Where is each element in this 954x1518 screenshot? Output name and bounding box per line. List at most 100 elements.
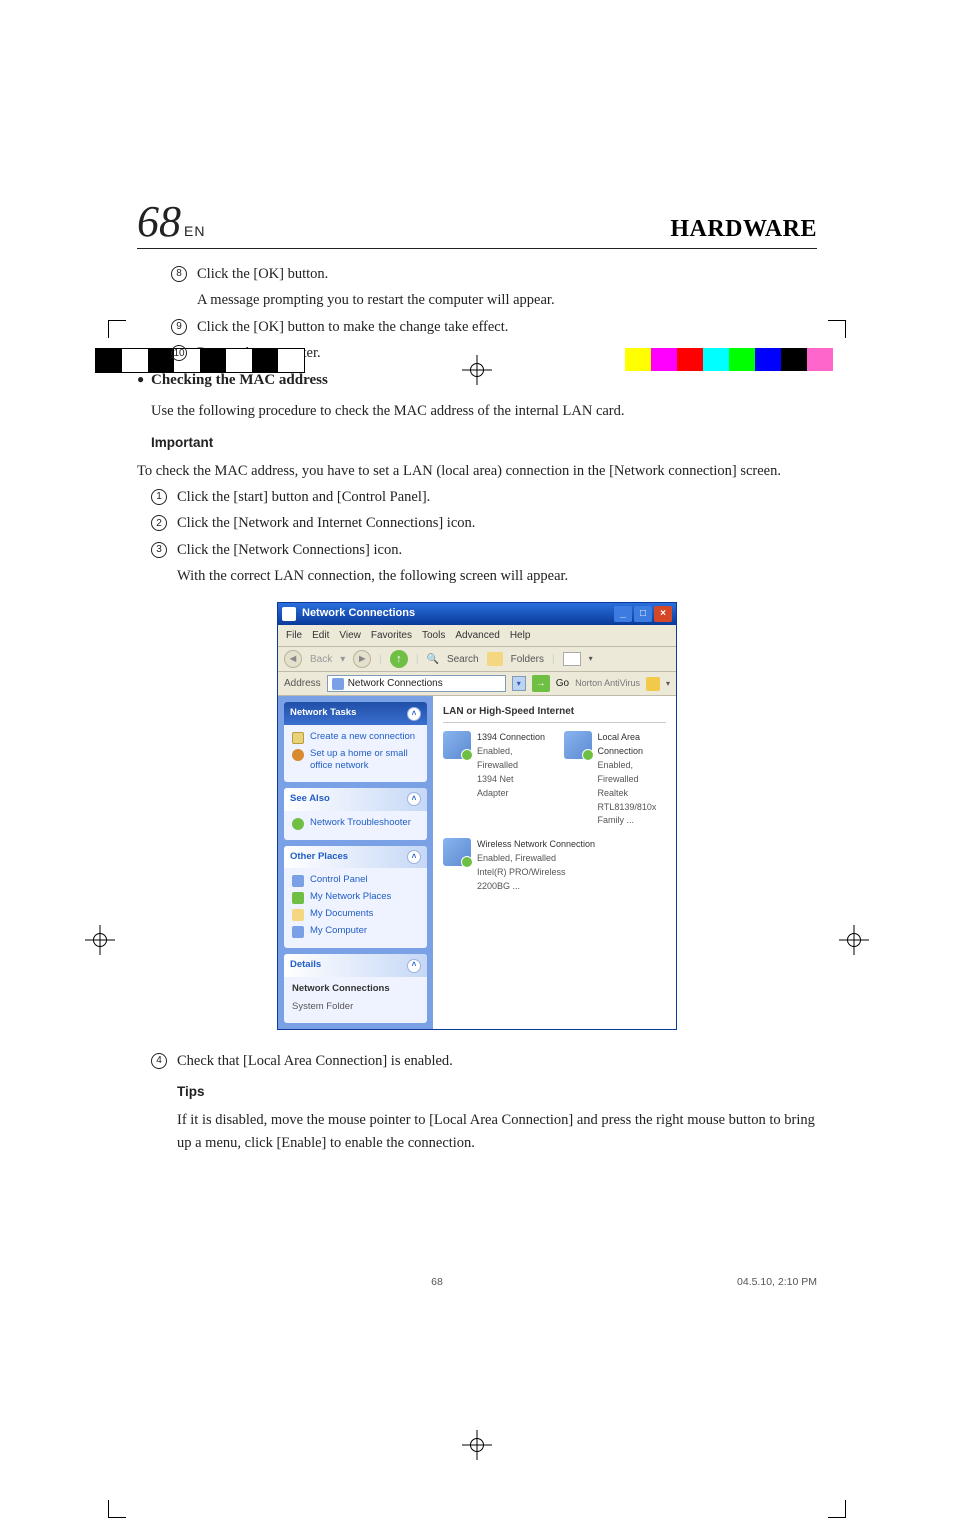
go-button[interactable]: →: [532, 675, 550, 692]
address-field[interactable]: Network Connections: [327, 675, 506, 692]
bullet-icon: ●: [137, 369, 151, 400]
registration-mark-left: [85, 925, 115, 955]
crop-mark: [108, 1500, 126, 1518]
up-button[interactable]: ↑: [390, 650, 408, 668]
address-icon: [332, 678, 344, 690]
group-header: LAN or High-Speed Internet: [443, 704, 666, 723]
step-number-icon: 8: [171, 266, 187, 282]
address-label: Address: [284, 676, 321, 692]
task-link[interactable]: Set up a home or small office network: [310, 748, 419, 772]
footer-timestamp: 04.5.10, 2:10 PM: [737, 1274, 817, 1290]
menu-item[interactable]: View: [339, 628, 361, 644]
collapse-icon[interactable]: ˄: [407, 959, 421, 973]
menu-item[interactable]: Advanced: [455, 628, 499, 644]
connection-device: Realtek RTL8139/810x Family ...: [598, 787, 667, 829]
step-number-icon: 2: [151, 515, 167, 531]
menu-item[interactable]: File: [286, 628, 302, 644]
back-button[interactable]: ◄: [284, 650, 302, 668]
panel-title: Network Tasks: [290, 706, 356, 721]
screenshot-network-connections: Network Connections _ □ × File Edit View Fa…: [137, 602, 817, 1030]
body-text: 8Click the [OK] button.A message prompti…: [137, 263, 817, 1290]
norton-label: Norton AntiVirus: [575, 677, 640, 691]
menu-item[interactable]: Favorites: [371, 628, 412, 644]
winxp-sidebar: Network Tasks ˄ Create a new connection S…: [278, 696, 433, 1028]
menu-item[interactable]: Edit: [312, 628, 329, 644]
folders-label[interactable]: Folders: [511, 652, 544, 668]
section-title: HARDWARE: [670, 216, 817, 243]
close-button[interactable]: ×: [654, 606, 672, 622]
connection-item[interactable]: Wireless Network Connection Enabled, Fir…: [443, 838, 599, 894]
place-link[interactable]: My Network Places: [310, 891, 391, 903]
home-icon: [292, 749, 304, 761]
stepsB-note: With the correct LAN connection, the fol…: [177, 565, 817, 587]
connection-name: Local Area Connection: [598, 731, 667, 759]
winxp-menubar: File Edit View Favorites Tools Advanced Help: [278, 625, 676, 648]
panel-title: Details: [290, 958, 321, 973]
mac-intro: Use the following procedure to check the…: [151, 400, 817, 422]
my-documents-icon: [292, 909, 304, 921]
winxp-addressbar: Address Network Connections ▾ → Go Norto…: [278, 672, 676, 696]
panel-network-tasks: Network Tasks ˄ Create a new connection S…: [284, 702, 427, 781]
wizard-icon: [292, 732, 304, 744]
step-number-icon: 9: [171, 319, 187, 335]
connection-icon: [443, 731, 471, 759]
tips-text: If it is disabled, move the mouse pointe…: [177, 1109, 817, 1154]
page-number-value: 68: [137, 200, 181, 244]
step-number-icon: 1: [151, 489, 167, 505]
step-text: Click the [Network and Internet Connecti…: [177, 512, 817, 534]
step-text: Click the [start] button and [Control Pa…: [177, 486, 817, 508]
step-text: Check that [Local Area Connection] is en…: [177, 1050, 817, 1072]
address-dropdown[interactable]: ▾: [512, 676, 526, 691]
crop-mark: [108, 320, 126, 338]
task-link[interactable]: Create a new connection: [310, 731, 415, 743]
step-item: 3Click the [Network Connections] icon.: [151, 539, 817, 561]
winxp-toolbar: ◄ Back ▾ ► | ↑ | 🔍 Search Folders | ▾: [278, 647, 676, 672]
step-item: A message prompting you to restart the c…: [171, 289, 817, 311]
place-link[interactable]: Control Panel: [310, 874, 368, 886]
important-label: Important: [151, 433, 817, 454]
step-text: Click the [Network Connections] icon.: [177, 539, 817, 561]
views-button[interactable]: [563, 652, 581, 666]
folders-icon[interactable]: [487, 652, 503, 666]
collapse-icon[interactable]: ˄: [407, 707, 421, 721]
menu-item[interactable]: Tools: [422, 628, 445, 644]
menu-item[interactable]: Help: [510, 628, 531, 644]
search-icon[interactable]: 🔍: [426, 652, 438, 668]
connection-status: Enabled, Firewalled: [477, 852, 599, 866]
step-number-icon: 10: [171, 345, 187, 361]
forward-button[interactable]: ►: [353, 650, 371, 668]
panel-details: Details˄ Network Connections System Fold…: [284, 954, 427, 1022]
minimize-button[interactable]: _: [614, 606, 632, 622]
collapse-icon[interactable]: ˄: [407, 850, 421, 864]
connection-icon: [443, 838, 471, 866]
step-text: Restart the computer.: [197, 342, 817, 364]
maximize-button[interactable]: □: [634, 606, 652, 622]
address-value: Network Connections: [348, 676, 443, 692]
connection-item[interactable]: Local Area Connection Enabled, Firewalle…: [564, 731, 667, 829]
important-text: To check the MAC address, you have to se…: [137, 460, 817, 482]
print-footer: 68 04.5.10, 2:10 PM: [137, 1274, 817, 1290]
winxp-body: Network Tasks ˄ Create a new connection S…: [278, 696, 676, 1028]
norton-icon: [646, 677, 660, 691]
panel-title: Other Places: [290, 850, 348, 865]
step-item: 9Click the [OK] button to make the chang…: [171, 316, 817, 338]
place-link[interactable]: My Documents: [310, 908, 373, 920]
panel-title: See Also: [290, 792, 330, 807]
winxp-titlebar: Network Connections _ □ ×: [278, 603, 676, 625]
connection-device: Intel(R) PRO/Wireless 2200BG ...: [477, 866, 599, 894]
troubleshooter-icon: [292, 818, 304, 830]
search-label[interactable]: Search: [447, 652, 479, 668]
winxp-window: Network Connections _ □ × File Edit View Fa…: [277, 602, 677, 1030]
back-label: Back: [310, 652, 332, 668]
page-number: 68 EN: [137, 200, 205, 244]
connection-item[interactable]: 1394 Connection Enabled, Firewalled 1394…: [443, 731, 546, 829]
place-link[interactable]: My Computer: [310, 925, 367, 937]
step-text: A message prompting you to restart the c…: [197, 289, 817, 311]
panel-see-also: See Also ˄ Network Troubleshooter: [284, 788, 427, 840]
details-type: System Folder: [292, 1001, 353, 1013]
window-title: Network Connections: [302, 605, 415, 622]
winxp-main: LAN or High-Speed Internet 1394 Connecti…: [433, 696, 676, 1028]
seealso-link[interactable]: Network Troubleshooter: [310, 817, 411, 829]
step-item: 1 Click the [start] button and [Control P…: [151, 486, 817, 508]
collapse-icon[interactable]: ˄: [407, 792, 421, 806]
